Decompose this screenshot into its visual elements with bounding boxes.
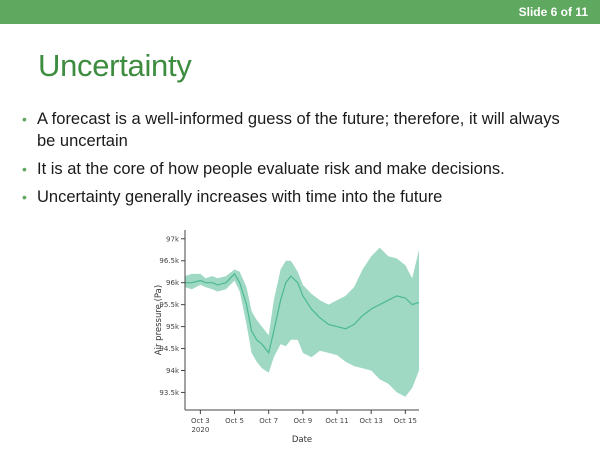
bullet-dot-icon: • [22,189,27,205]
y-tick-label: 97k [166,235,180,243]
y-tick-label: 95k [166,323,180,331]
slide-title: Uncertainty [38,48,192,83]
x-tick-label: Oct 9 [293,417,312,425]
bullet-item: • A forecast is a well-informed guess of … [22,108,582,152]
slide-counter: Slide 6 of 11 [518,5,588,19]
x-tick-label: Oct 11 [325,417,348,425]
bullet-item: • It is at the core of how people evaluat… [22,158,582,180]
x-tick-label: Oct 3 [191,417,210,425]
x-tick-sublabel: 2020 [191,426,209,434]
mean-forecast-line [185,272,420,355]
bullet-dot-icon: • [22,111,27,127]
x-tick-label: Oct 13 [360,417,383,425]
x-tick-label: Oct 15 [394,417,417,425]
x-tick-label: Oct 5 [225,417,244,425]
bullet-dot-icon: • [22,161,27,177]
bullet-list: • A forecast is a well-informed guess of … [22,108,582,214]
x-axis-title: Date [292,435,312,445]
y-tick-label: 96.5k [159,257,180,265]
header-bar: Slide 6 of 11 [0,0,600,24]
y-tick-label: 93.5k [159,389,180,397]
bullet-text: It is at the core of how people evaluate… [37,160,505,178]
y-tick-label: 96k [166,279,180,287]
bullet-text: A forecast is a well-informed guess of t… [37,110,560,150]
y-tick-label: 95.5k [159,301,180,309]
uncertainty-band [185,247,419,397]
x-tick-label: Oct 7 [259,417,278,425]
y-axis-title: Air pressure (Pa) [154,285,164,355]
chart-container: 93.5k 94k 94.5k 95k 95.5k 96k 96.5k 97k Oct 3 Oct… [147,222,427,446]
pressure-forecast-chart: 93.5k 94k 94.5k 95k 95.5k 96k 96.5k 97k Oct 3 Oct… [154,230,420,445]
bullet-item: • Uncertainty generally increases with ti… [22,186,582,208]
bullet-text: Uncertainty generally increases with tim… [37,188,443,206]
y-tick-label: 94.5k [159,345,180,353]
y-tick-label: 94k [166,367,180,375]
